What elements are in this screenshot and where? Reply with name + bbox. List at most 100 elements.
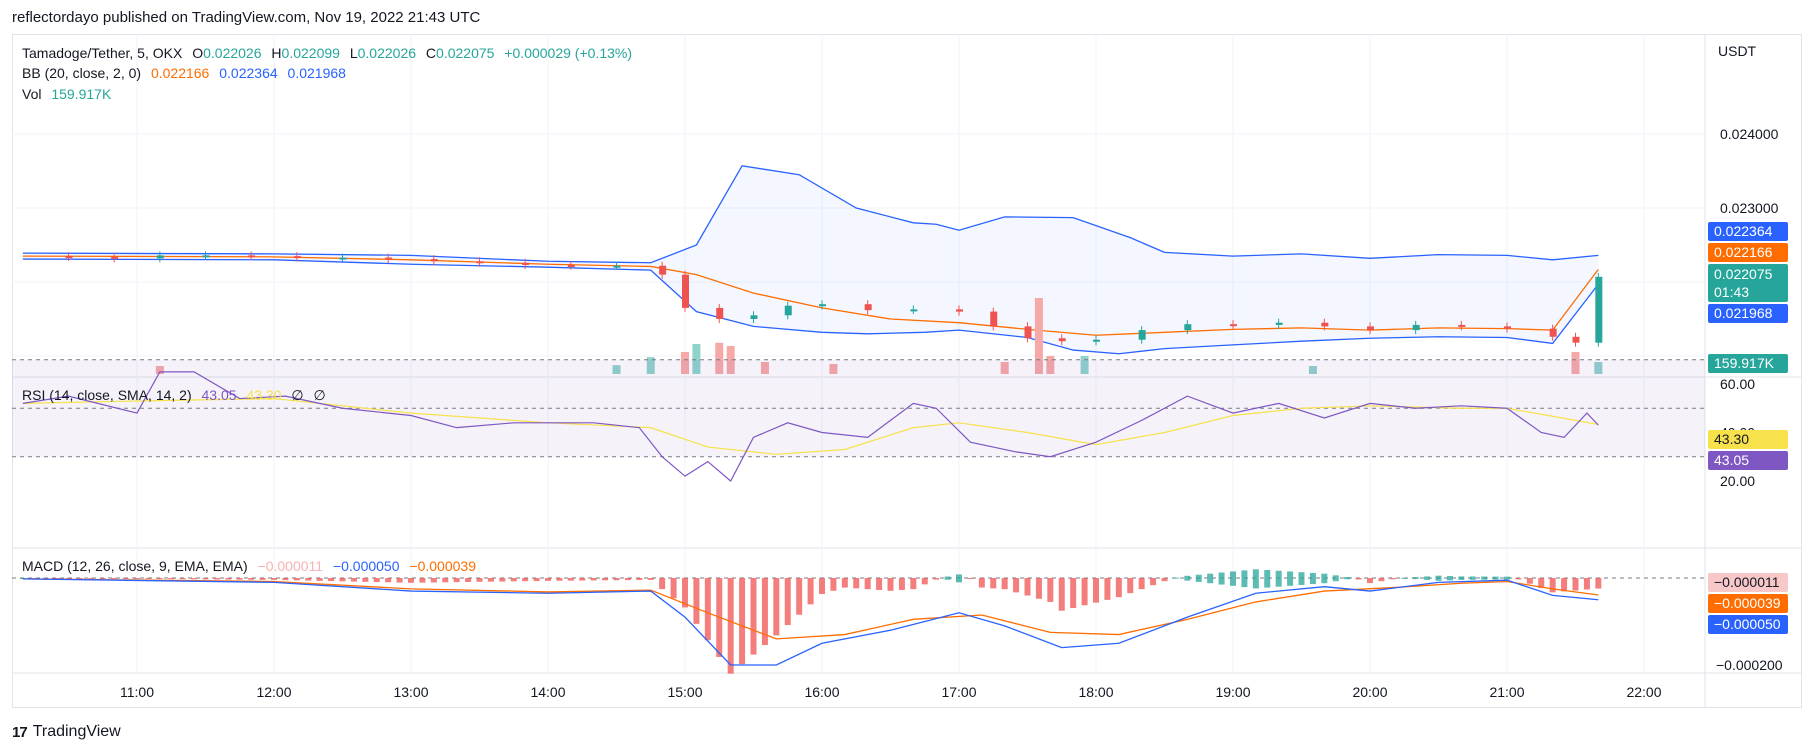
candle-body-10 [476, 261, 484, 264]
macd-hist-bar-1075 [1081, 578, 1088, 606]
macd-hist-bar-785 [419, 578, 426, 583]
macd-hist-bar-1105 [1150, 578, 1157, 586]
bb-label[interactable]: BB (20, close, 2, 0) [22, 65, 142, 81]
macd-hist-bar-680 [179, 578, 186, 580]
macd-hist-bar-810 [476, 578, 483, 582]
macd-hist-bar-910 [704, 578, 711, 641]
macd-hist-bar-715 [259, 578, 266, 580]
time-axis-tick-11: 22:00 [1626, 684, 1661, 700]
macd-hist-bar-870 [613, 578, 620, 581]
vol-label[interactable]: Vol [22, 86, 42, 102]
macd-hist-bar-1125 [1195, 574, 1202, 582]
macd-hist-bar-885 [647, 578, 654, 580]
bb-basis-tag: 0.022166 [1708, 243, 1788, 262]
macd-hist-bar-1055 [1035, 578, 1042, 599]
rsi-label[interactable]: RSI (14, close, SMA, 14, 2) [22, 387, 192, 403]
volume-bar-4 [692, 344, 701, 374]
low-value: 0.022026 [357, 45, 417, 61]
time-axis-tick-9: 20:00 [1352, 684, 1387, 700]
volume-bar-9 [1000, 362, 1009, 374]
macd-hist-bar-1260 [1504, 576, 1510, 580]
macd-hist-bar-795 [442, 578, 449, 583]
candle-body-27 [1138, 330, 1146, 340]
macd-signal-line [22, 578, 1599, 640]
macd-hist-bar-1295 [1583, 578, 1590, 590]
volume-bar-15 [1594, 362, 1603, 374]
macd-hist-bar-845 [556, 578, 563, 581]
candle-body-11 [522, 262, 530, 265]
macd-hist-bar-730 [293, 578, 300, 581]
macd-hist-bar-1090 [1115, 578, 1122, 598]
macd-hist-bar-820 [499, 578, 506, 582]
candle-body-37 [1572, 336, 1580, 343]
macd-hist-bar-830 [522, 578, 529, 582]
macd-hist-bar-1175 [1309, 572, 1316, 585]
macd-label[interactable]: MACD (12, 26, close, 9, EMA, EMA) [22, 558, 248, 574]
symbol-label[interactable]: Tamadoge/Tether, 5, OKX [22, 45, 183, 61]
macd-signal-value: −0.000039 [409, 558, 476, 574]
macd-hist-bar-900 [682, 578, 688, 608]
candle-body-33 [1412, 324, 1420, 331]
macd-hist-bar-1030 [978, 578, 985, 588]
volume-bar-10 [1034, 298, 1043, 374]
time-axis-tick-8: 19:00 [1215, 684, 1250, 700]
time-axis-tick-10: 21:00 [1489, 684, 1524, 700]
rsi-axis-tick-2: 20.00 [1720, 473, 1755, 489]
volume-bar-6 [726, 346, 735, 374]
macd-hist-bar-1045 [1013, 578, 1020, 593]
price-axis-tick-1: 0.023000 [1720, 200, 1779, 216]
bb-band-fill [22, 165, 1599, 354]
candle-body-3 [156, 255, 164, 259]
bb-lower-tag: 0.021968 [1708, 304, 1788, 323]
macd-hist-bar-640 [88, 578, 95, 579]
macd-hist-bar-745 [328, 578, 335, 582]
time-axis-tick-5: 16:00 [804, 684, 839, 700]
macd-hist-bar-1160 [1275, 570, 1282, 587]
low-label: L [349, 45, 358, 61]
macd-hist-bar-685 [191, 578, 198, 580]
macd-hist-bar-690 [202, 578, 209, 580]
macd-hist-bar-880 [636, 578, 643, 581]
candle-body-19 [819, 304, 826, 307]
macd-hist-bar-1230 [1435, 575, 1442, 581]
vol-value: 159.917K [51, 86, 112, 102]
macd-hist-bar-1280 [1549, 578, 1556, 593]
close-price-tag: 0.022075 01:43 [1708, 264, 1788, 302]
tradingview-logo-icon: 17 [12, 723, 28, 741]
macd-hist-bar-1065 [1058, 578, 1065, 611]
macd-hist-bar-625 [54, 578, 61, 579]
footer-brand[interactable]: 17 TradingView [12, 723, 121, 741]
candle-body-38 [1595, 276, 1603, 343]
candle-body-4 [202, 255, 210, 258]
volume-bar-14 [1571, 352, 1580, 374]
macd-hist-bar-765 [373, 578, 380, 583]
macd-hist-bar-930 [750, 578, 757, 655]
macd-hist-bar-790 [430, 578, 437, 583]
macd-hist-bar-1100 [1138, 578, 1145, 590]
time-axis-tick-2: 13:00 [393, 684, 428, 700]
candle-body-1 [65, 256, 73, 259]
macd-hist-bar-1110 [1161, 578, 1168, 582]
publish-header: reflectordayo published on TradingView.c… [12, 9, 481, 26]
macd-hist-bar-1015 [944, 576, 951, 580]
high-value: 0.022099 [281, 45, 340, 61]
macd-hist-bar-1285 [1561, 578, 1568, 592]
ohlc-readout: O0.022026 H0.022099 L0.022026 C0.022075 … [192, 45, 638, 61]
macd-axis-tick-0: −0.000200 [1716, 657, 1783, 673]
macd-hist-bar-985 [876, 578, 883, 590]
candle-body-5 [248, 255, 256, 258]
candle-body-16 [716, 307, 724, 319]
high-label: H [271, 45, 282, 61]
macd-hist-bar-760 [362, 578, 369, 582]
macd-hist-bar-940 [773, 578, 780, 636]
close-value: 0.022075 [436, 45, 495, 61]
volume-bar-11 [1046, 356, 1055, 374]
macd-hist-bar-1255 [1492, 576, 1499, 580]
macd-hist-bar-645 [99, 578, 106, 579]
bar-countdown: 01:43 [1714, 284, 1750, 300]
chart-frame[interactable] [12, 34, 1802, 708]
macd-hist-bar-770 [385, 578, 392, 583]
macd-hist-bar-1190 [1344, 576, 1351, 580]
macd-hist-bar-1240 [1458, 576, 1465, 580]
